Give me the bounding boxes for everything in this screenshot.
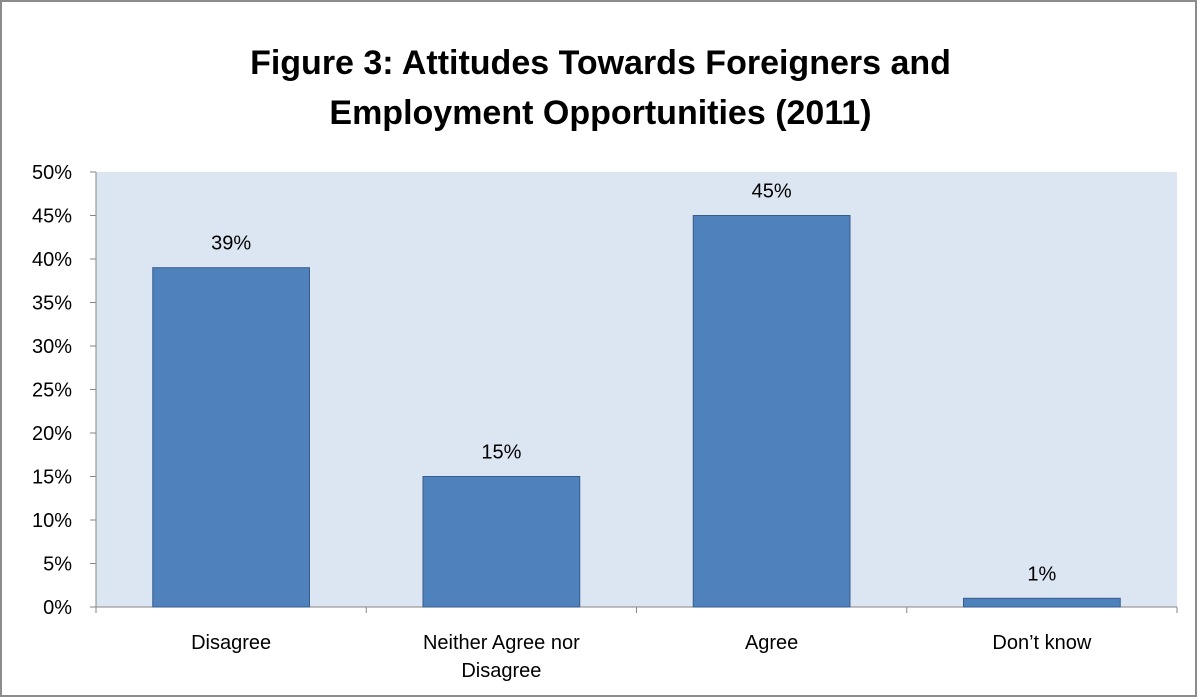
y-tick-label: 5%: [43, 554, 72, 576]
category-label-line: Agree: [745, 632, 798, 654]
bar: [422, 476, 581, 608]
data-label: 1%: [1027, 563, 1056, 585]
data-label: 15%: [481, 442, 521, 464]
chart-title: Figure 3: Attitudes Towards Foreigners a…: [2, 38, 1197, 138]
y-tick-label: 35%: [32, 293, 72, 315]
chart-title-line-2: Employment Opportunities (2011): [329, 94, 872, 132]
y-tick-label: 20%: [32, 423, 72, 445]
y-tick-label: 30%: [32, 336, 72, 358]
data-label: 45%: [752, 181, 792, 203]
y-tick-label: 15%: [32, 467, 72, 489]
category-label: Agree: [745, 632, 798, 654]
chart-title-line-1: Figure 3: Attitudes Towards Foreigners a…: [250, 44, 951, 82]
category-label-line: Don’t know: [992, 632, 1091, 654]
y-tick-label: 0%: [43, 597, 72, 619]
category-label: Neither Agree nor Disagree: [423, 632, 580, 682]
y-tick-label: 25%: [32, 380, 72, 402]
y-tick-label: 10%: [32, 510, 72, 532]
bar: [963, 597, 1121, 608]
y-tick-label: 50%: [32, 162, 72, 184]
category-label-line: Disagree: [461, 660, 541, 682]
data-label: 39%: [211, 233, 251, 255]
category-label-line: Neither Agree nor: [423, 632, 580, 654]
y-tick-label: 40%: [32, 249, 72, 271]
category-label: Don’t know: [992, 632, 1091, 654]
category-label-line: Disagree: [191, 632, 271, 654]
bar: [152, 267, 310, 608]
category-label: Disagree: [191, 632, 271, 654]
bar: [692, 215, 851, 608]
y-tick-label: 45%: [32, 206, 72, 228]
